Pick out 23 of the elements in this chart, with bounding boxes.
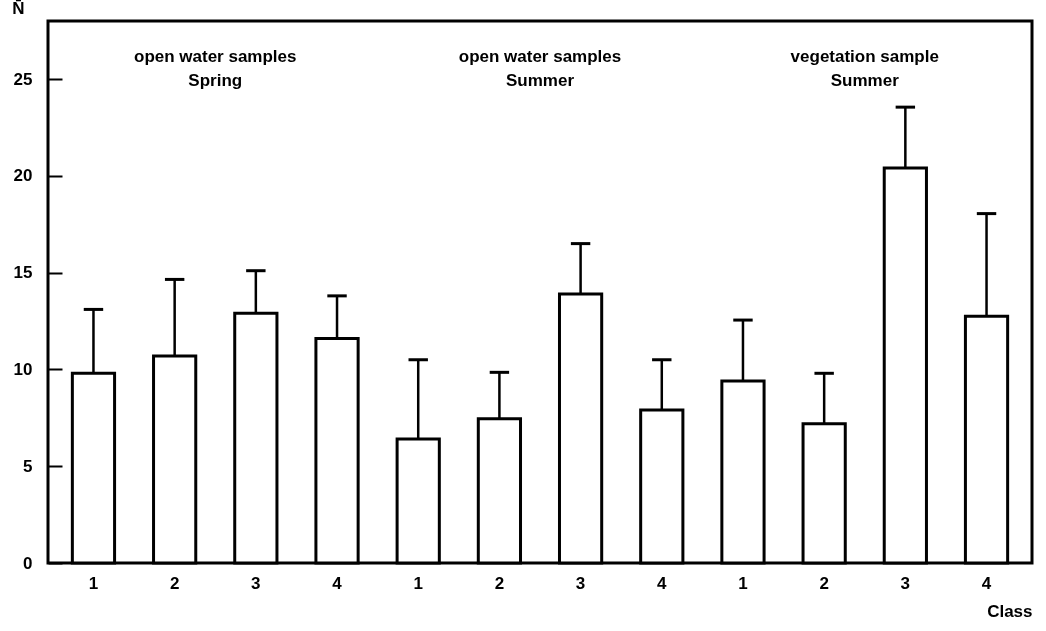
x-tick-label: 1 (413, 573, 423, 593)
y-tick-label: 20 (13, 166, 33, 186)
x-tick-label: 1 (88, 573, 99, 593)
y-tick-label: 15 (13, 263, 33, 283)
y-tick-label: 25 (13, 69, 33, 89)
y-tick-label: 10 (13, 359, 33, 379)
y-tick-label: 5 (23, 456, 33, 476)
y-tick-label: 0 (23, 553, 33, 573)
x-tick-label: 4 (332, 573, 343, 593)
x-axis-title: Class (987, 601, 1033, 621)
x-tick-label: 4 (657, 573, 668, 593)
x-tick-label: 4 (981, 573, 992, 593)
x-tick-label: 2 (819, 573, 829, 593)
x-tick-label: 2 (494, 573, 505, 593)
x-tick-label: 3 (251, 573, 261, 593)
y-axis-title: N̄ (12, 0, 25, 18)
x-tick-label: 2 (169, 573, 180, 593)
x-tick-label: 1 (738, 573, 748, 593)
x-tick-label: 3 (900, 573, 911, 593)
annotation: vegetation sample Summer (790, 47, 939, 90)
annotation: open water samples Spring (133, 47, 297, 90)
annotation: open water samples Summer (458, 47, 622, 90)
x-tick-label: 3 (575, 573, 586, 593)
